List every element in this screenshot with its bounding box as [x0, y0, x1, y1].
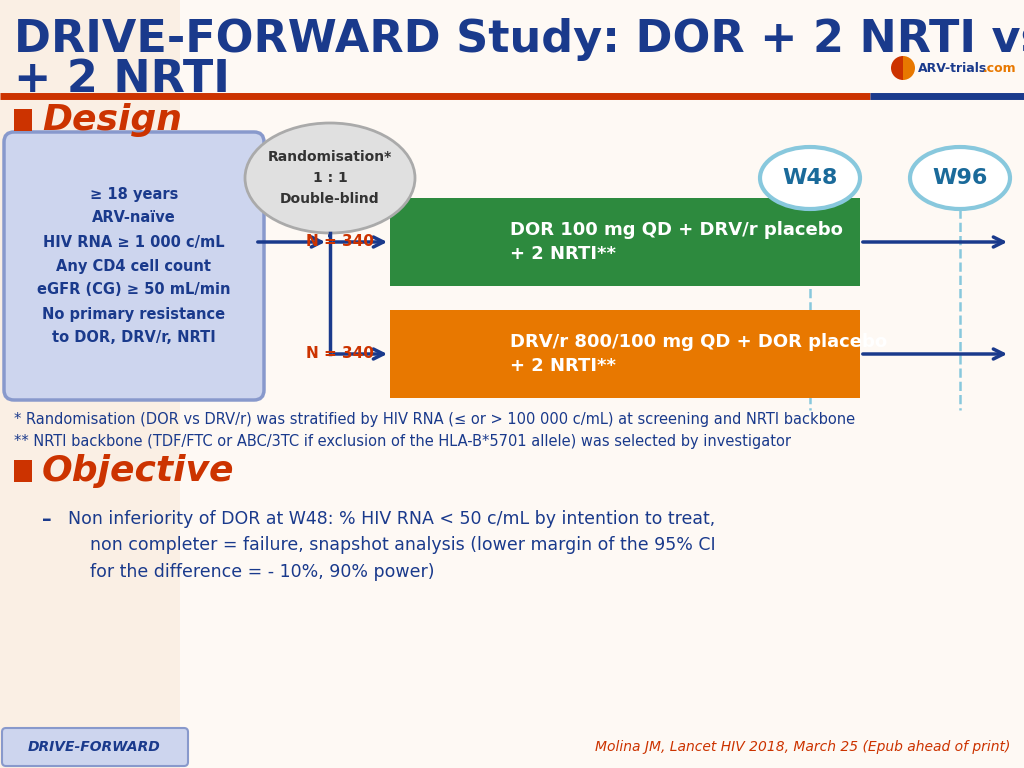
Text: ARV-trials: ARV-trials [918, 61, 987, 74]
Text: Design: Design [42, 103, 182, 137]
Ellipse shape [910, 147, 1010, 209]
FancyBboxPatch shape [2, 728, 188, 766]
Text: N = 340: N = 340 [306, 234, 374, 250]
Wedge shape [903, 56, 915, 80]
Text: Randomisation*
1 : 1
Double-blind: Randomisation* 1 : 1 Double-blind [268, 151, 392, 206]
FancyBboxPatch shape [14, 460, 32, 482]
Text: * Randomisation (DOR vs DRV/r) was stratified by HIV RNA (≤ or > 100 000 c/mL) a: * Randomisation (DOR vs DRV/r) was strat… [14, 412, 855, 427]
Ellipse shape [245, 123, 415, 233]
Text: Objective: Objective [42, 454, 234, 488]
Text: –: – [42, 510, 51, 529]
Text: + 2 NRTI: + 2 NRTI [14, 58, 229, 101]
Text: ≥ 18 years
ARV-naïve
HIV RNA ≥ 1 000 c/mL
Any CD4 cell count
eGFR (CG) ≥ 50 mL/m: ≥ 18 years ARV-naïve HIV RNA ≥ 1 000 c/m… [37, 187, 230, 346]
FancyBboxPatch shape [14, 109, 32, 131]
Text: Molina JM, Lancet HIV 2018, March 25 (Epub ahead of print): Molina JM, Lancet HIV 2018, March 25 (Ep… [595, 740, 1010, 754]
FancyBboxPatch shape [4, 132, 264, 400]
Ellipse shape [760, 147, 860, 209]
Text: W48: W48 [782, 168, 838, 188]
Text: .com: .com [983, 61, 1017, 74]
Text: N = 340: N = 340 [306, 346, 374, 362]
Text: ** NRTI backbone (TDF/FTC or ABC/3TC if exclusion of the HLA-B*5701 allele) was : ** NRTI backbone (TDF/FTC or ABC/3TC if … [14, 434, 791, 449]
Bar [0, 0, 180, 768]
Text: W96: W96 [932, 168, 988, 188]
Wedge shape [891, 56, 903, 80]
Text: DOR 100 mg QD + DRV/r placebo
+ 2 NRTI**: DOR 100 mg QD + DRV/r placebo + 2 NRTI** [510, 221, 843, 263]
FancyBboxPatch shape [390, 310, 860, 398]
Text: DRIVE-FORWARD Study: DOR + 2 NRTI vs DRV/r: DRIVE-FORWARD Study: DOR + 2 NRTI vs DRV… [14, 18, 1024, 61]
Text: DRV/r 800/100 mg QD + DOR placebo
+ 2 NRTI**: DRV/r 800/100 mg QD + DOR placebo + 2 NR… [510, 333, 887, 375]
Text: DRIVE-FORWARD: DRIVE-FORWARD [28, 740, 161, 754]
FancyBboxPatch shape [390, 198, 860, 286]
Text: Non inferiority of DOR at W48: % HIV RNA < 50 c/mL by intention to treat,
    no: Non inferiority of DOR at W48: % HIV RNA… [68, 510, 716, 581]
